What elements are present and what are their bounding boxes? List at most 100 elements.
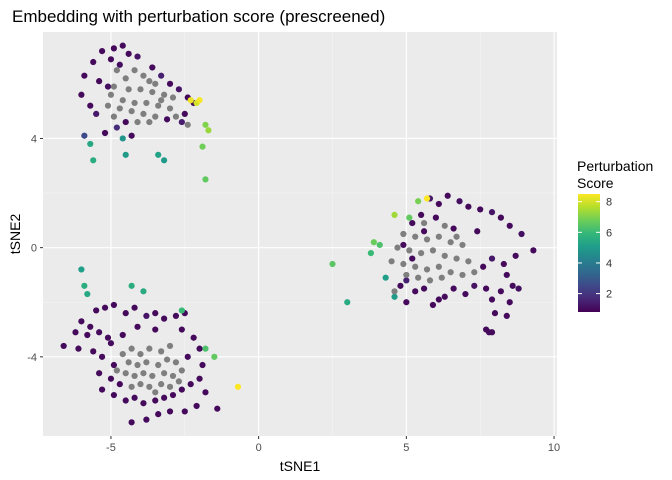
data-point	[128, 282, 135, 289]
data-point	[131, 304, 138, 311]
data-point	[158, 72, 165, 79]
data-point	[462, 290, 469, 298]
data-point	[78, 318, 85, 325]
data-point	[146, 78, 153, 85]
data-point	[512, 252, 519, 259]
data-point	[122, 397, 129, 404]
data-point	[119, 97, 126, 104]
data-point	[149, 88, 156, 96]
data-point	[474, 228, 481, 235]
data-point	[72, 329, 79, 336]
data-point	[471, 282, 478, 289]
data-point	[128, 345, 135, 352]
data-point	[169, 94, 177, 101]
data-point	[488, 255, 496, 262]
data-point	[471, 269, 478, 276]
data-point	[128, 419, 135, 426]
minor-gridlines	[43, 32, 557, 436]
data-point	[376, 241, 383, 249]
x-tick-label: 5	[403, 442, 409, 454]
data-point	[459, 241, 466, 249]
data-point	[409, 219, 416, 227]
data-point	[459, 271, 466, 279]
data-point	[175, 86, 182, 93]
data-point	[116, 381, 123, 388]
y-tick-label: 0	[31, 243, 37, 255]
data-point	[214, 405, 221, 412]
data-point	[107, 91, 115, 98]
data-point	[161, 370, 168, 377]
data-point	[110, 83, 117, 90]
data-point	[178, 386, 185, 393]
data-point	[60, 342, 67, 350]
data-point	[329, 260, 336, 268]
data-point	[93, 110, 100, 117]
data-point	[149, 372, 156, 380]
data-point	[441, 252, 448, 259]
data-point	[400, 241, 407, 249]
x-axis-title: tSNE1	[280, 458, 321, 474]
data-point	[110, 113, 117, 120]
data-point	[178, 307, 185, 314]
data-point	[400, 260, 407, 268]
data-point	[155, 361, 162, 369]
legend-tick-label: 2	[606, 289, 612, 301]
data-point	[488, 209, 496, 216]
data-point	[202, 121, 209, 128]
data-point	[465, 203, 472, 210]
data-point	[146, 345, 153, 352]
data-point	[388, 258, 395, 265]
data-point	[143, 416, 150, 423]
data-point	[202, 389, 209, 396]
data-point	[131, 99, 138, 107]
data-point	[506, 299, 513, 306]
data-point	[456, 198, 463, 205]
data-point	[87, 102, 94, 109]
data-point	[125, 86, 132, 93]
data-point	[128, 108, 135, 115]
data-point	[155, 411, 162, 418]
legend-tick-label: 4	[606, 258, 612, 270]
data-point	[429, 301, 437, 309]
data-point	[140, 110, 147, 117]
data-point	[81, 72, 88, 79]
data-point	[152, 310, 159, 317]
data-point	[193, 402, 200, 410]
data-point	[172, 359, 180, 366]
legend-title-line-2: Score	[577, 175, 614, 191]
data-point	[412, 288, 419, 295]
data-point	[400, 230, 407, 238]
data-point	[382, 274, 389, 281]
data-point	[187, 97, 194, 104]
data-point	[465, 258, 472, 265]
legend-tick-label: 8	[606, 197, 612, 209]
data-point	[491, 310, 499, 317]
data-point	[96, 329, 103, 336]
data-point	[158, 348, 165, 355]
data-point	[178, 367, 185, 374]
legend-ticks: 2 4 6 8	[578, 197, 612, 301]
data-point	[104, 334, 112, 341]
data-point	[420, 219, 428, 227]
data-point	[158, 97, 165, 104]
data-point	[432, 214, 439, 221]
data-point	[90, 58, 97, 66]
y-tick-label: -4	[27, 352, 37, 364]
data-point	[140, 288, 147, 295]
data-point	[158, 381, 165, 388]
data-point	[450, 285, 457, 292]
data-point	[131, 67, 138, 74]
data-point	[420, 228, 428, 235]
data-point	[196, 345, 203, 352]
data-point	[107, 340, 115, 347]
data-point	[367, 250, 374, 257]
data-point	[515, 285, 522, 292]
data-point	[412, 263, 419, 270]
data-point	[394, 244, 401, 251]
data-point	[152, 113, 159, 120]
data-point	[423, 236, 431, 243]
data-point	[110, 391, 117, 399]
data-point	[406, 247, 413, 254]
data-point	[403, 277, 410, 284]
plot-panel	[43, 32, 557, 436]
